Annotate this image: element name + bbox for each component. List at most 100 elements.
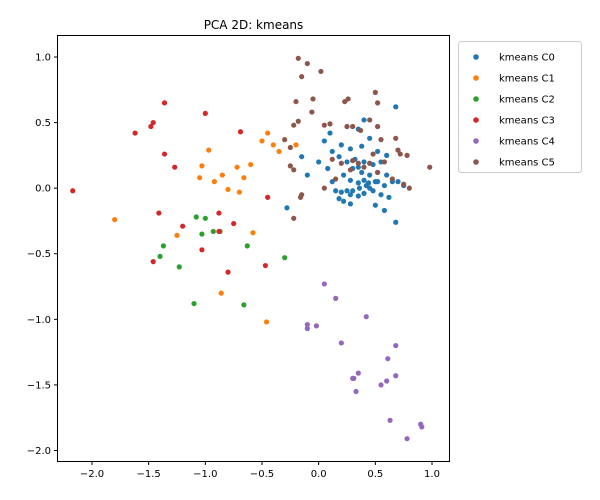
series-c3 [70, 100, 271, 275]
series-c5 [282, 55, 433, 221]
data-point [211, 179, 217, 185]
legend-item: kmeans C3 [473, 116, 555, 127]
data-point [381, 159, 387, 165]
data-point [389, 176, 395, 182]
data-point [327, 130, 333, 136]
data-point [241, 302, 247, 308]
data-point [297, 194, 304, 200]
data-point [291, 122, 297, 128]
data-point [265, 130, 271, 136]
data-point [248, 161, 254, 168]
data-point [372, 89, 378, 95]
legend-item: kmeans C2 [473, 95, 555, 106]
x-tick-label: −1.0 [193, 469, 217, 480]
x-tick-label: 1.0 [424, 469, 440, 480]
legend-label: kmeans C1 [499, 74, 555, 85]
data-point [161, 151, 168, 157]
data-point [393, 135, 399, 141]
data-point [350, 188, 356, 194]
data-point [206, 147, 212, 153]
data-point [375, 179, 381, 185]
x-tick-label: −1.5 [137, 469, 161, 480]
legend-label: kmeans C5 [499, 158, 555, 169]
data-point [216, 210, 222, 216]
data-point [359, 143, 365, 149]
data-point [351, 375, 357, 381]
data-point [293, 142, 299, 148]
data-point [386, 194, 392, 200]
data-point [356, 185, 363, 191]
series-c4 [304, 281, 425, 442]
data-point [404, 152, 410, 158]
data-point [329, 156, 335, 162]
data-point [304, 60, 310, 67]
data-point [321, 185, 327, 191]
data-point [361, 190, 367, 197]
y-axis: 1.0 0.5 0.0 −0.5 −1.0 −1.5 −2.0 [27, 52, 58, 457]
data-point [370, 151, 376, 157]
data-point [338, 142, 344, 148]
data-point [393, 373, 399, 379]
data-point [225, 269, 231, 275]
data-point [282, 137, 288, 143]
data-point [291, 167, 297, 173]
data-point [381, 207, 387, 214]
data-point [210, 228, 216, 235]
legend-item: kmeans C1 [473, 74, 555, 85]
data-point [199, 163, 205, 169]
data-point [180, 223, 186, 229]
data-point [367, 117, 373, 123]
plot-frame [57, 35, 450, 462]
data-point [419, 424, 425, 430]
data-point [347, 192, 353, 198]
data-point [295, 118, 301, 124]
data-point [202, 215, 208, 221]
data-point [359, 169, 365, 176]
data-point [363, 314, 369, 320]
data-point [336, 196, 342, 202]
data-point [361, 164, 367, 170]
data-point [387, 417, 393, 423]
data-point [172, 164, 178, 170]
data-point [350, 158, 356, 164]
data-point [299, 74, 305, 80]
data-point [333, 295, 339, 301]
y-tick-label: 0.0 [35, 184, 51, 195]
data-point [378, 137, 384, 143]
data-point [355, 164, 361, 170]
data-point [276, 148, 282, 155]
data-point [344, 123, 350, 130]
data-point [160, 243, 166, 249]
legend-item: kmeans C5 [473, 158, 555, 169]
data-point [395, 179, 401, 185]
data-point [291, 215, 297, 221]
data-point [150, 119, 156, 126]
points-layer [70, 55, 433, 442]
legend-marker [473, 159, 479, 165]
series-c1 [112, 130, 299, 325]
data-point [381, 182, 387, 189]
legend-marker [473, 138, 479, 144]
data-point [375, 169, 381, 176]
data-point [325, 165, 331, 172]
data-point [270, 142, 276, 148]
data-point [338, 189, 344, 195]
legend-label: kmeans C4 [499, 137, 555, 148]
data-point [318, 68, 324, 75]
data-point [199, 231, 205, 237]
data-point [199, 247, 205, 253]
data-point [299, 154, 305, 160]
legend-marker [473, 117, 479, 123]
data-point [287, 163, 293, 169]
data-point [347, 146, 353, 152]
data-point [397, 151, 403, 157]
data-point [365, 180, 372, 186]
data-point [304, 325, 310, 332]
data-point [350, 123, 356, 130]
data-point [336, 154, 342, 160]
data-point [353, 388, 359, 395]
legend-label: kmeans C2 [499, 95, 555, 106]
data-point [378, 382, 384, 388]
data-point [263, 319, 270, 325]
x-tick-label: −0.5 [250, 469, 274, 480]
